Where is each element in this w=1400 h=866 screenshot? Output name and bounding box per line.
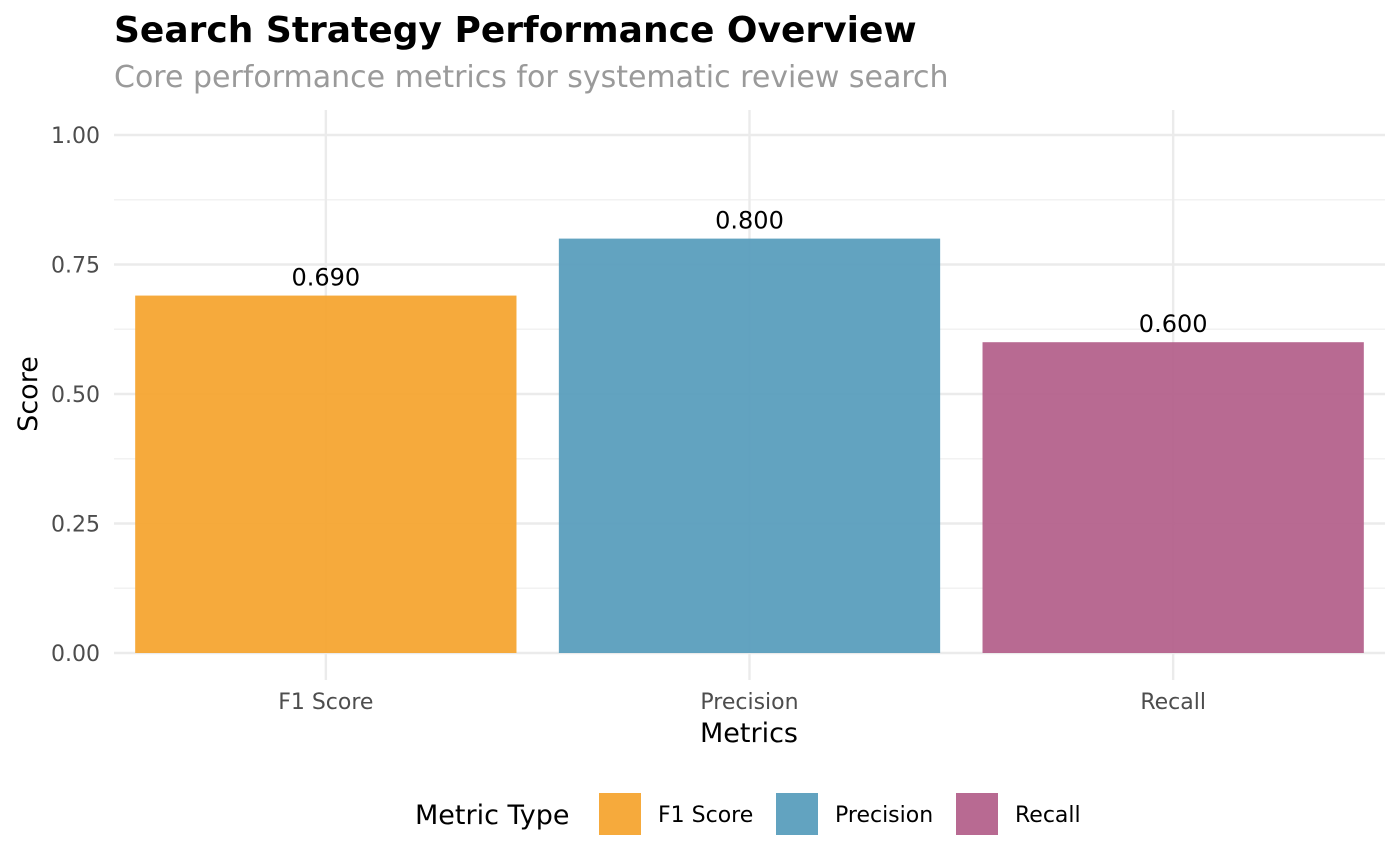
- bar-f1-score: [135, 295, 517, 653]
- y-axis-title: Score: [13, 356, 44, 432]
- legend-key-precision: [776, 793, 818, 835]
- legend-key-f1-score: [599, 793, 641, 835]
- legend-label: Recall: [1015, 803, 1081, 828]
- y-tick-label: 0.50: [51, 383, 100, 408]
- y-tick-label: 1.00: [51, 124, 100, 149]
- y-tick-label: 0.75: [51, 254, 100, 279]
- bar-precision: [558, 238, 941, 653]
- legend-label: Precision: [835, 803, 933, 828]
- y-tick-label: 0.00: [51, 642, 100, 667]
- bar-recall: [982, 342, 1364, 653]
- legend-key-recall: [956, 793, 998, 835]
- x-axis: F1 Score Precision Recall: [278, 690, 1206, 715]
- legend-label: F1 Score: [658, 803, 753, 828]
- y-axis: 0.00 0.25 0.50 0.75 1.00: [51, 124, 100, 667]
- legend-title: Metric Type: [415, 800, 570, 831]
- x-tick-label: Precision: [700, 690, 798, 715]
- bar-value-label: 0.600: [1139, 310, 1208, 338]
- chart-title: Search Strategy Performance Overview: [114, 10, 917, 51]
- bar-value-label: 0.690: [291, 264, 360, 292]
- legend: Metric Type F1 Score Precision Recall: [415, 793, 1081, 835]
- x-tick-label: Recall: [1140, 690, 1206, 715]
- y-tick-label: 0.25: [51, 513, 100, 538]
- plot-bars: [135, 238, 1364, 653]
- x-axis-title: Metrics: [700, 718, 798, 749]
- chart-subtitle: Core performance metrics for systematic …: [114, 60, 949, 95]
- bar-value-labels: 0.690 0.800 0.600: [291, 207, 1207, 339]
- bar-value-label: 0.800: [715, 207, 784, 235]
- x-tick-label: F1 Score: [278, 690, 373, 715]
